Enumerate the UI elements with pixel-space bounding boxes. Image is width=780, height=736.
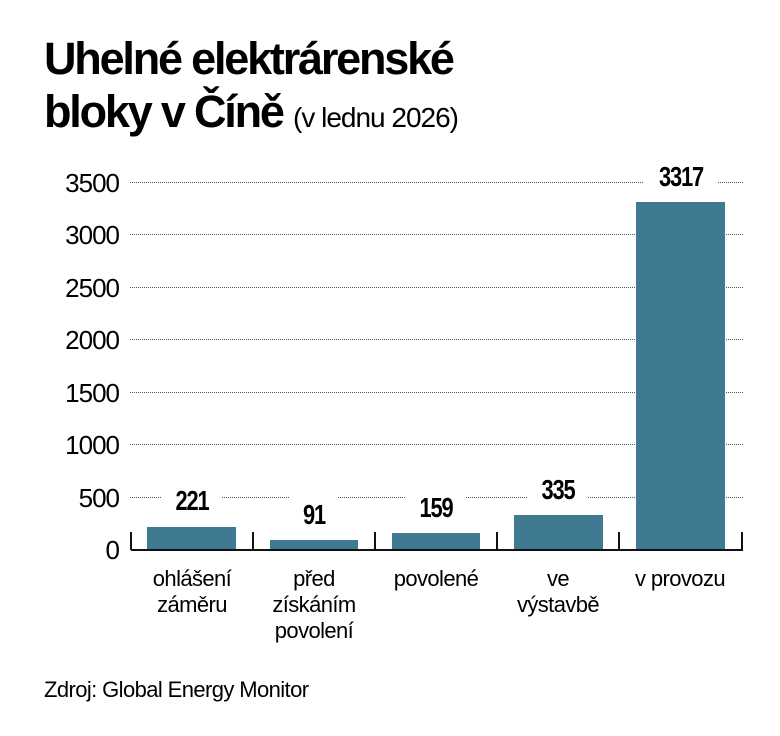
x-label-line: v provozu [635, 566, 726, 591]
label-mask [406, 491, 466, 521]
y-tick-label: 1000 [65, 430, 120, 460]
value-label: 91 [303, 499, 326, 530]
y-tick-label: 500 [78, 483, 120, 513]
x-label-line: ve [546, 566, 570, 591]
value-label: 335 [541, 474, 576, 505]
gridline [130, 182, 743, 183]
y-tick-label: 0 [105, 535, 120, 565]
bar-ohlaseni-zameru [147, 527, 236, 550]
label-mask [162, 484, 222, 514]
x-label-line: povolené [393, 566, 479, 591]
axis-tick [741, 532, 743, 550]
x-label-line: výstavbě [516, 592, 600, 617]
bar-povolene [392, 533, 480, 550]
value-label: 159 [419, 492, 454, 523]
y-tick-label: 2000 [65, 325, 120, 355]
axis-tick [496, 532, 498, 550]
source-note: Zdroj: Global Energy Monitor [44, 677, 309, 702]
x-label-ve-vystavbe: ve výstavbě [497, 566, 619, 618]
axis-tick [618, 532, 620, 550]
gridline [130, 287, 743, 288]
value-label: 221 [175, 485, 210, 516]
gridline [130, 234, 743, 235]
gridline [130, 392, 743, 393]
x-label-v-provozu: v provozu [619, 566, 741, 592]
y-tick-label: 2500 [65, 273, 120, 303]
value-label: 3317 [659, 161, 704, 192]
x-label-line: ohlášení [152, 566, 232, 591]
gridline [130, 444, 743, 445]
bar-pred-ziskanim-povoleni [270, 540, 358, 550]
title-line-2-text: bloky v Číně [44, 86, 285, 137]
y-tick-label: 3000 [65, 220, 120, 250]
chart-subtitle: (v lednu 2026) [293, 102, 459, 133]
x-label-ohlaseni-zameru: ohlášení záměru [131, 566, 253, 618]
axis-tick [252, 532, 254, 550]
gridline [130, 339, 743, 340]
x-label-line: záměru [157, 592, 227, 617]
label-mask [644, 160, 718, 190]
bar-v-provozu [636, 202, 725, 550]
title-line-2: bloky v Číně (v lednu 2026) [44, 85, 459, 144]
x-label-line: před [293, 566, 335, 591]
axis-tick [374, 532, 376, 550]
chart-title: Uhelné elektrárenské bloky v Číně (v led… [44, 32, 459, 144]
x-label-povolene: povolené [375, 566, 497, 592]
y-tick-label: 1500 [65, 378, 120, 408]
title-line-1: Uhelné elektrárenské [44, 33, 455, 84]
axis-tick [130, 532, 132, 550]
x-label-pred-ziskanim-povoleni: před získáním povolení [253, 566, 375, 644]
y-tick-label: 3500 [65, 168, 120, 198]
bar-ve-vystavbe [514, 515, 603, 550]
x-axis-baseline [131, 549, 743, 551]
label-mask [290, 496, 338, 526]
x-label-line: získáním [272, 592, 356, 617]
label-mask [528, 473, 588, 503]
x-label-line: povolení [274, 618, 354, 643]
